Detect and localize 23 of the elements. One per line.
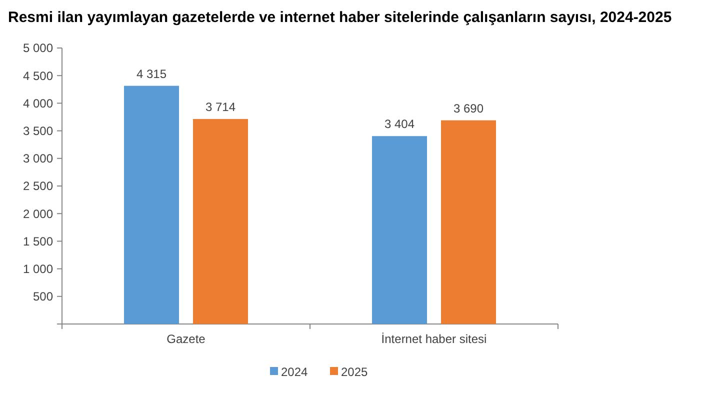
y-tick-label: 4 000 <box>22 96 54 110</box>
y-tick-label: 1 000 <box>22 262 54 276</box>
y-tick-label: 3 000 <box>22 152 54 166</box>
bar <box>124 86 179 324</box>
y-tick-label: 2 500 <box>22 179 54 194</box>
x-tick-label: Gazete <box>166 332 206 346</box>
bar <box>441 120 496 324</box>
x-tick-label: İnternet haber sitesi <box>381 332 487 346</box>
data-label: 4 315 <box>136 66 167 81</box>
data-label: 3 404 <box>384 117 415 132</box>
y-tick-label: 2 000 <box>22 206 54 221</box>
chart-title: Resmi ilan yayımlayan gazetelerde ve internet haber sitelerinde çalışanların sayısı, 2024-2025 <box>8 9 672 26</box>
bar <box>372 136 427 324</box>
legend-label: 2025 <box>341 365 368 380</box>
y-tick-label: 1 500 <box>22 234 54 248</box>
legend-label: 2024 <box>281 365 308 380</box>
y-tick-label: 5 000 <box>22 41 54 56</box>
data-label: 3 690 <box>453 101 484 116</box>
bar <box>193 118 248 324</box>
data-label: 3 714 <box>205 100 236 114</box>
y-tick-label: 3 500 <box>22 124 54 138</box>
y-tick-label: 4 500 <box>22 68 54 83</box>
y-tick-label: 500 <box>32 290 54 304</box>
